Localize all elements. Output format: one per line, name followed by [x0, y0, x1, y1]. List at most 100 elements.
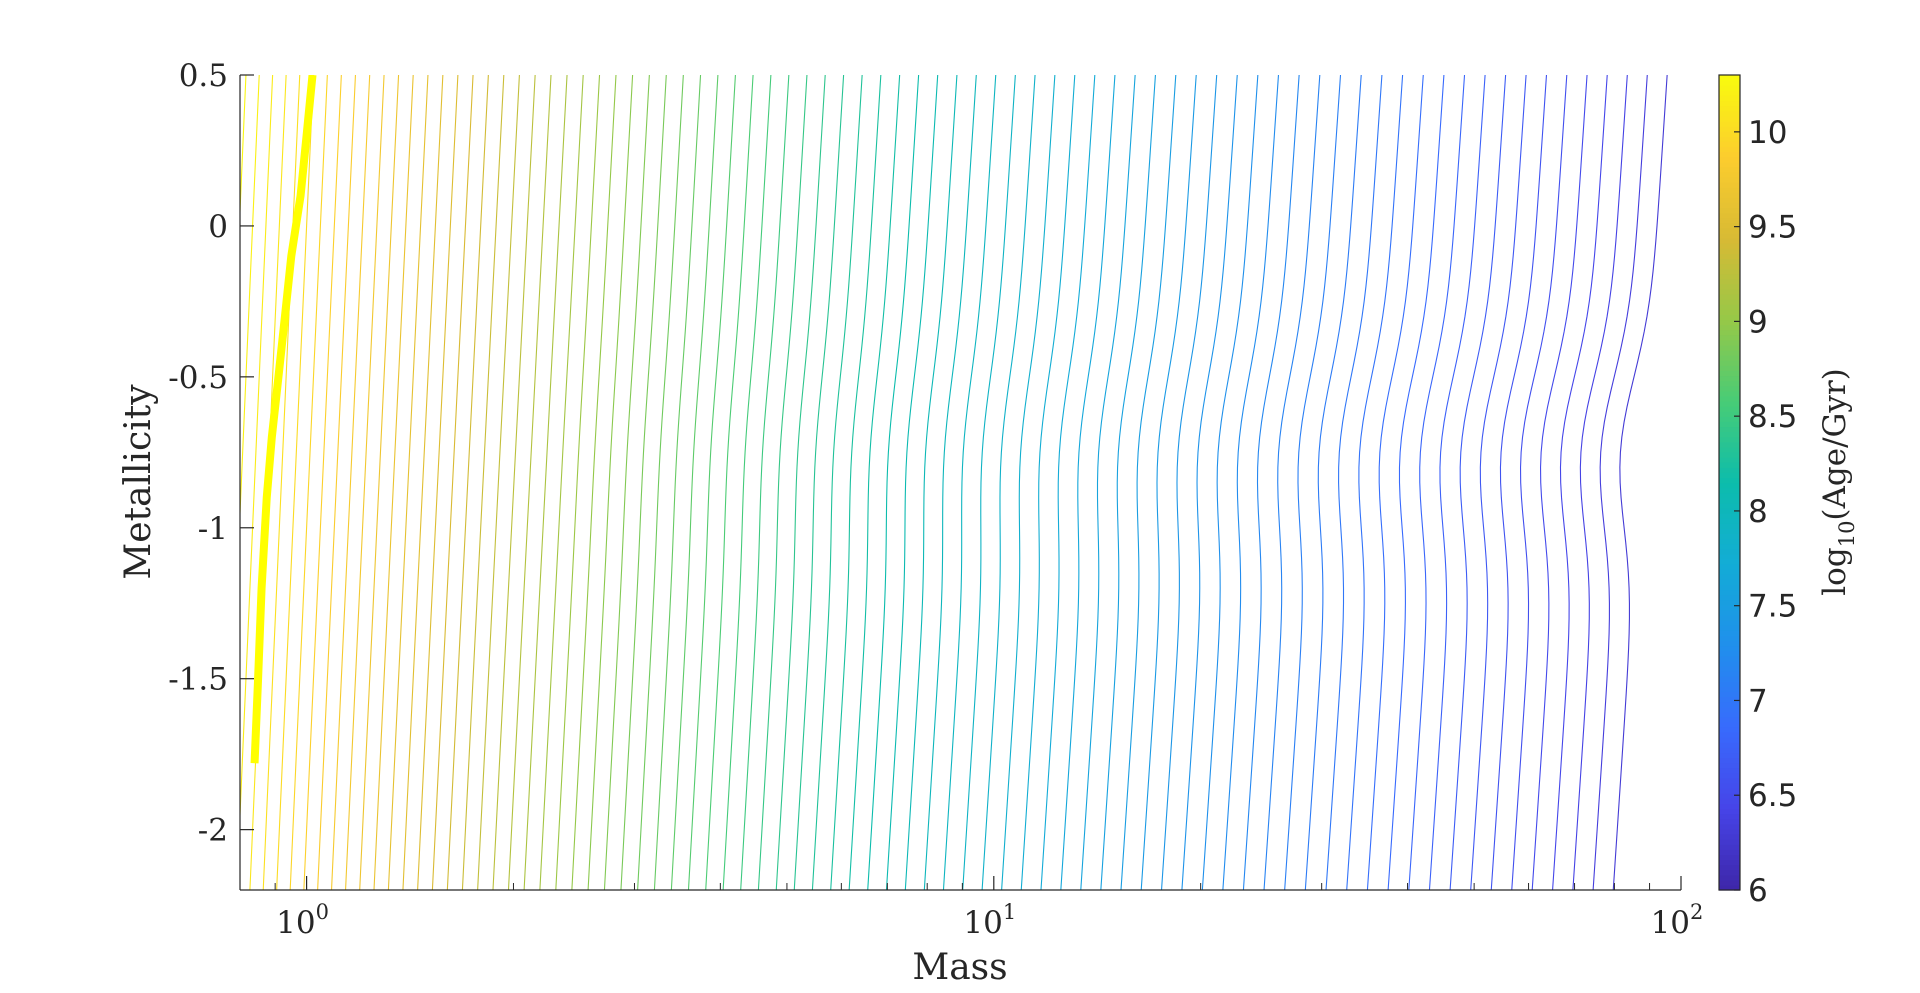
colorbar-segment	[1719, 309, 1740, 315]
colorbar-segment	[1719, 589, 1740, 596]
contour-line	[1060, 75, 1116, 890]
colorbar-segment	[1719, 95, 1740, 102]
colorbar-label-suffix: (Age/Gyr)	[1817, 368, 1853, 520]
colorbar-segment	[1719, 670, 1740, 677]
colorbar-segment	[1719, 614, 1740, 621]
contour-line	[740, 75, 790, 890]
colorbar-segment	[1719, 742, 1740, 748]
contour-line	[1428, 75, 1486, 890]
colorbar-segment	[1719, 701, 1740, 708]
colorbar-segment	[1719, 161, 1740, 168]
y-tick-label: -0.5	[168, 360, 228, 396]
colorbar-segment	[1719, 457, 1740, 463]
contour-line	[1222, 75, 1280, 890]
contour-line	[1552, 75, 1608, 890]
colorbar-segment	[1719, 207, 1740, 214]
colorbar-segment	[1719, 110, 1740, 117]
contour-line	[262, 75, 301, 890]
contour-line	[1181, 75, 1238, 890]
contour-line	[240, 75, 260, 526]
colorbar-segment	[1719, 263, 1740, 270]
colorbar-segment	[1719, 80, 1740, 86]
colorbar-segment	[1719, 732, 1740, 738]
colorbar-segment	[1719, 564, 1740, 570]
contour-line	[793, 75, 845, 890]
boundary-line	[250, 75, 317, 764]
colorbar-segment	[1719, 462, 1740, 468]
contour-line	[620, 75, 667, 890]
contour-line	[387, 75, 429, 890]
colorbar-segment	[1719, 630, 1740, 636]
contour-line	[1572, 75, 1628, 890]
x-tick-label: 102	[1651, 900, 1704, 941]
colorbar-segment	[1719, 75, 1740, 81]
colorbar-segment	[1719, 762, 1740, 769]
colorbar-segment	[1719, 248, 1740, 254]
colorbar-segment	[1719, 833, 1740, 840]
colorbar-segment	[1719, 706, 1740, 713]
colorbar-segment	[1719, 329, 1740, 336]
contour-lines	[240, 75, 1668, 890]
colorbar-segment	[1719, 844, 1740, 850]
contour-line	[1387, 75, 1445, 890]
colorbar-tick-label: 7	[1748, 683, 1768, 719]
colorbar-segment	[1719, 85, 1740, 91]
x-tick-exponent: 2	[1690, 900, 1703, 924]
colorbar-segment	[1719, 299, 1740, 305]
contour-line	[330, 75, 371, 890]
contour-line	[555, 75, 601, 890]
colorbar-segment	[1719, 100, 1740, 107]
colorbar-segment	[1719, 411, 1740, 417]
contour-line	[1366, 75, 1424, 890]
y-tick-label: 0	[208, 209, 228, 245]
colorbar-segment	[1719, 115, 1740, 122]
contour-line	[670, 75, 719, 890]
colorbar-segment	[1719, 594, 1740, 601]
colorbar-segment	[1719, 344, 1740, 351]
contour-line	[446, 75, 489, 890]
colorbar-segment	[1719, 558, 1740, 565]
contour-line	[1020, 75, 1076, 890]
x-tick-exponent: 0	[316, 900, 329, 924]
colorbar-segment	[1719, 273, 1740, 280]
contour-line	[942, 75, 997, 890]
contour-line	[867, 75, 920, 890]
colorbar-segment	[1719, 395, 1740, 402]
contour-line	[1263, 75, 1321, 890]
colorbar-segment	[1719, 136, 1740, 142]
colorbar-segment	[1719, 146, 1740, 152]
colorbar-label: log10(Age/Gyr)	[1817, 368, 1859, 595]
colorbar-segment	[1719, 446, 1740, 453]
colorbar-segment	[1719, 681, 1740, 687]
colorbar-segment	[1719, 686, 1740, 692]
contour-line	[1304, 75, 1362, 890]
colorbar-segment	[1719, 655, 1740, 662]
colorbar-segment	[1719, 334, 1740, 341]
colorbar-segment	[1719, 538, 1740, 545]
contour-line	[1001, 75, 1056, 890]
colorbar-segment	[1719, 131, 1740, 137]
contour-line	[492, 75, 536, 890]
colorbar-segment	[1719, 813, 1740, 820]
contour-line	[1592, 75, 1648, 890]
colorbar-segment	[1719, 243, 1740, 249]
contour-line	[687, 75, 736, 890]
colorbar-segment	[1719, 609, 1740, 616]
colorbar-segment	[1719, 533, 1740, 540]
colorbar-segment	[1719, 232, 1740, 239]
colorbar-segment	[1719, 238, 1740, 244]
colorbar-segment	[1719, 879, 1740, 886]
colorbar-segment	[1719, 579, 1740, 585]
colorbar-segment	[1719, 757, 1740, 764]
y-tick-label: -1.5	[168, 662, 228, 698]
x-tick-base: 10	[963, 905, 1002, 941]
contour-line	[923, 75, 977, 890]
colorbar-segment	[1719, 584, 1740, 591]
colorbar-segment	[1719, 467, 1740, 473]
contour-line	[1100, 75, 1156, 890]
colorbar-segment	[1719, 604, 1740, 611]
colorbar-segment	[1719, 599, 1740, 606]
colorbar-segment	[1719, 696, 1740, 703]
y-tick-label: -2	[198, 813, 228, 849]
